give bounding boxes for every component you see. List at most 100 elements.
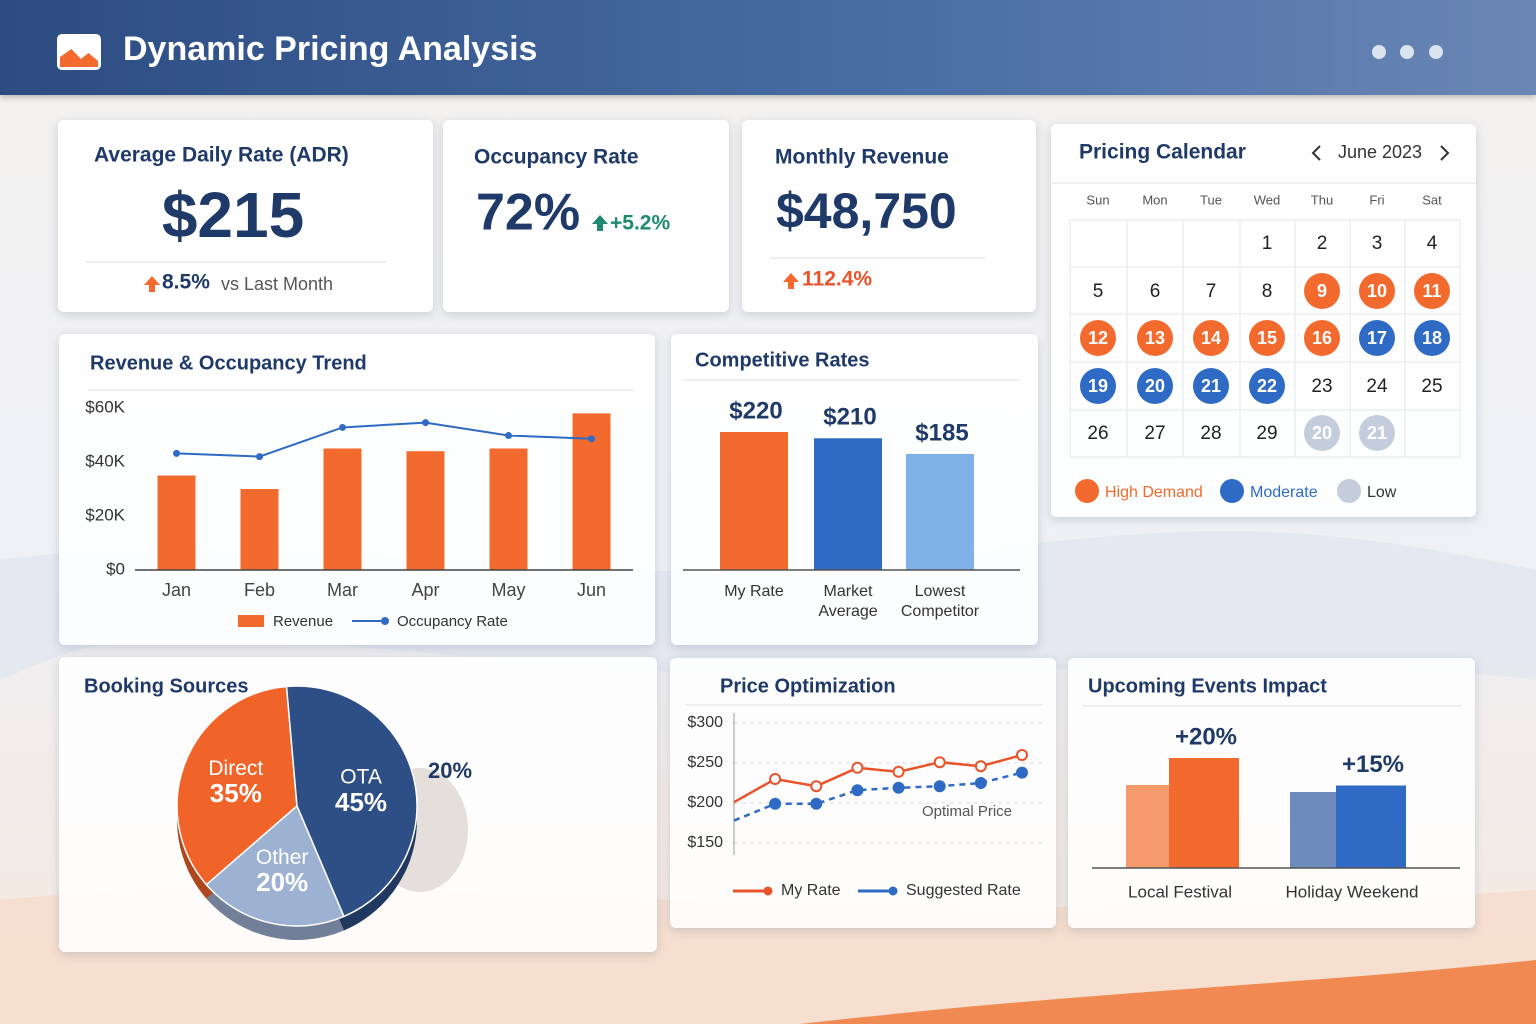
day: 21: [1201, 376, 1221, 396]
day: 22: [1257, 376, 1277, 396]
chart-title: Price Optimization: [720, 675, 896, 697]
slice-label: 20%: [256, 867, 308, 897]
legend-label: High Demand: [1105, 484, 1203, 501]
weekday: Mon: [1142, 192, 1167, 207]
bar: [323, 448, 362, 570]
point: [256, 453, 263, 461]
day: 27: [1144, 423, 1165, 444]
day: 23: [1311, 376, 1332, 397]
legend-swatch: [763, 886, 773, 896]
legend-swatch: [381, 617, 389, 625]
next-month[interactable]: [1440, 145, 1450, 161]
bar: [814, 438, 882, 570]
point: [851, 761, 864, 774]
point: [422, 419, 429, 427]
app-icon: [57, 34, 101, 70]
day-marker: [1193, 320, 1229, 356]
x-tick-label: Feb: [244, 580, 275, 600]
occupancy-line: [176, 421, 592, 458]
kpi-title: Occupancy Rate: [474, 146, 639, 169]
calendar-title: Pricing Calendar: [1079, 141, 1246, 164]
slice-label: 45%: [335, 787, 387, 817]
legend-marker: [1220, 479, 1244, 503]
header: Dynamic Pricing Analysis: [0, 0, 1536, 95]
point: [173, 449, 180, 457]
day: 15: [1257, 328, 1277, 348]
day-marker: [1359, 273, 1395, 309]
point: [933, 756, 946, 769]
page-title: Dynamic Pricing Analysis: [123, 30, 538, 68]
menu-dot[interactable]: [1429, 45, 1443, 59]
slice-name: Other: [256, 846, 309, 869]
point: [810, 780, 823, 793]
day-marker: [1414, 320, 1450, 356]
up-arrow: [783, 273, 799, 289]
day: 24: [1366, 376, 1388, 397]
annotation: 20%: [428, 758, 472, 783]
y-tick-label: $250: [687, 754, 723, 771]
day-marker: [1137, 368, 1173, 404]
day-marker: [1359, 320, 1395, 356]
x-tick-label: Holiday Weekend: [1286, 882, 1419, 901]
legend-marker: [1337, 479, 1361, 503]
kpi-card: [443, 120, 729, 312]
weekday: Sun: [1086, 192, 1109, 207]
pie-slice: [205, 804, 345, 927]
series-line: [733, 753, 1023, 804]
day-marker: [1359, 415, 1395, 451]
prev-month[interactable]: [1311, 145, 1321, 161]
day: 4: [1427, 233, 1438, 254]
bar: [157, 475, 196, 570]
day-marker: [1249, 320, 1285, 356]
day: 2: [1317, 233, 1328, 254]
kpi-title: Monthly Revenue: [775, 146, 949, 169]
point: [769, 797, 782, 810]
day: 10: [1367, 281, 1387, 301]
up-arrow: [592, 215, 608, 231]
kpi-change: +5.2%: [610, 212, 670, 235]
bar: [1336, 785, 1406, 868]
weekday: Fri: [1369, 192, 1384, 207]
day: 19: [1088, 376, 1108, 396]
kpi-change: 112.4%: [802, 268, 872, 291]
day: 7: [1206, 281, 1217, 302]
y-tick-label: $200: [687, 794, 723, 811]
menu-dot[interactable]: [1400, 45, 1414, 59]
slice-name: OTA: [340, 766, 382, 789]
point: [505, 432, 512, 440]
day: 1: [1262, 233, 1273, 254]
value-label: +20%: [1175, 723, 1237, 750]
point: [588, 435, 595, 443]
y-tick-label: $40K: [85, 451, 125, 470]
kpi-note: vs Last Month: [221, 274, 333, 294]
x-tick-label: Jan: [162, 580, 191, 600]
bar: [406, 451, 445, 570]
kpi-value: 72%: [476, 184, 580, 242]
day-marker: [1304, 273, 1340, 309]
kpi-value: $215: [162, 179, 304, 251]
kpi-card: [58, 120, 433, 312]
up-arrow: [144, 276, 160, 292]
legend-label: Occupancy Rate: [397, 613, 508, 630]
slice-label: 35%: [210, 778, 262, 808]
chart-title: Upcoming Events Impact: [1088, 675, 1327, 697]
bar: [240, 489, 279, 570]
point: [892, 765, 905, 778]
weekday: Thu: [1311, 192, 1333, 207]
day: 17: [1367, 328, 1387, 348]
day-marker: [1304, 320, 1340, 356]
weekday: Tue: [1200, 192, 1222, 207]
day: 3: [1372, 233, 1383, 254]
weekday: Sat: [1422, 192, 1442, 207]
bar: [1169, 758, 1239, 868]
annotation: Optimal Price: [922, 803, 1012, 820]
day: 25: [1421, 376, 1442, 397]
value-label: $185: [915, 419, 968, 446]
legend-label: Revenue: [273, 613, 333, 630]
day: 9: [1317, 281, 1327, 301]
pie-slice: [285, 685, 418, 918]
y-tick-label: $20K: [85, 505, 125, 524]
chart-title: Booking Sources: [84, 675, 248, 697]
menu-dot[interactable]: [1372, 45, 1386, 59]
